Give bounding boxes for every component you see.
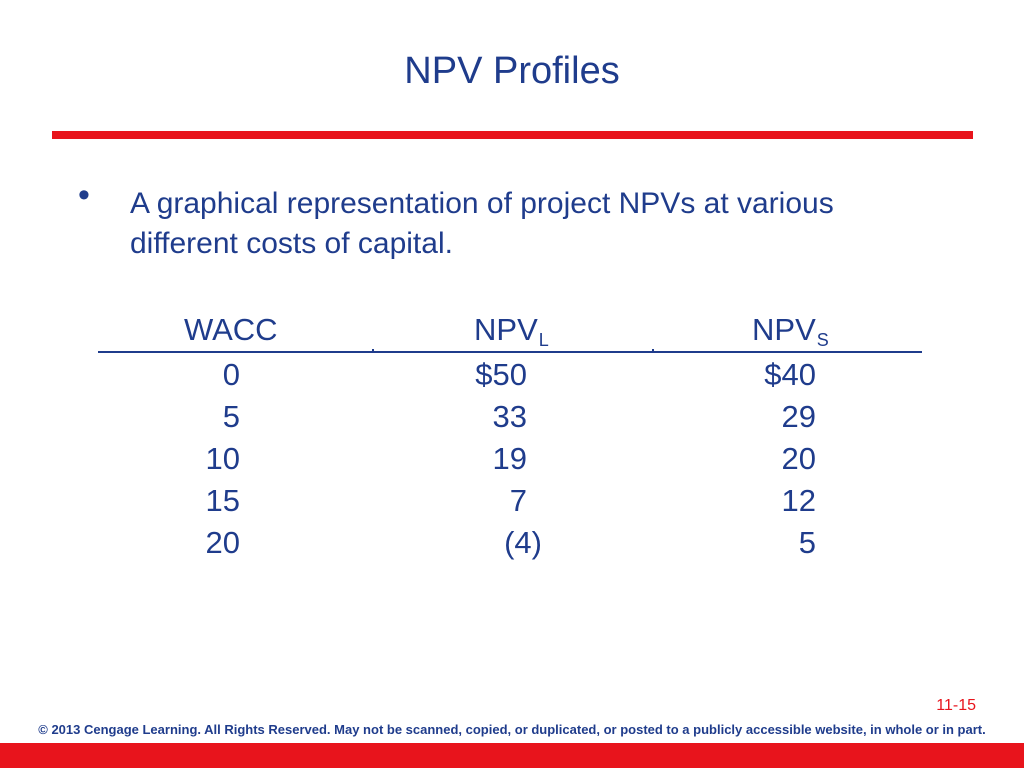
table-cell-npv-l: (4)	[504, 525, 542, 560]
table-cell-npv-s: 29	[781, 399, 816, 434]
footer-accent-bar	[0, 743, 1024, 768]
column-divider-tick	[652, 349, 654, 352]
slide-title: NPV Profiles	[404, 50, 620, 92]
column-divider-tick	[372, 349, 374, 352]
table-cell-npv-s: $40	[764, 357, 816, 392]
page-number: 11-15	[936, 697, 976, 714]
table-cell-wacc: 10	[205, 441, 240, 476]
table-cell-wacc: 5	[222, 399, 240, 434]
table-cell-npv-s: 12	[781, 483, 816, 518]
header-npv-l-subscript: L	[538, 330, 549, 350]
table-cell-wacc: 20	[205, 525, 240, 560]
header-npv-s: NPVS	[752, 312, 829, 350]
header-wacc: WACC	[184, 312, 278, 348]
header-wacc-label: WACC	[184, 312, 278, 347]
table-cell-wacc: 0	[222, 357, 240, 392]
table-cell-npv-s: 5	[798, 525, 816, 560]
bullet-icon: •	[78, 176, 90, 214]
bullet-text: A graphical representation of project NP…	[130, 187, 834, 260]
table-cell-wacc: 15	[205, 483, 240, 518]
header-npv-l-label: NPV	[474, 312, 538, 347]
table-cell-npv-l: 33	[492, 399, 527, 434]
table-cell-npv-l: 7	[509, 483, 527, 518]
header-npv-s-label: NPV	[752, 312, 816, 347]
table-cell-npv-l: $50	[475, 357, 527, 392]
header-npv-s-subscript: S	[816, 330, 829, 350]
copyright-notice: © 2013 Cengage Learning. All Rights Rese…	[38, 722, 986, 737]
header-npv-l: NPVL	[474, 312, 549, 350]
title-divider	[52, 131, 973, 139]
header-underline	[98, 351, 922, 353]
table-cell-npv-l: 19	[492, 441, 527, 476]
table-cell-npv-s: 20	[781, 441, 816, 476]
